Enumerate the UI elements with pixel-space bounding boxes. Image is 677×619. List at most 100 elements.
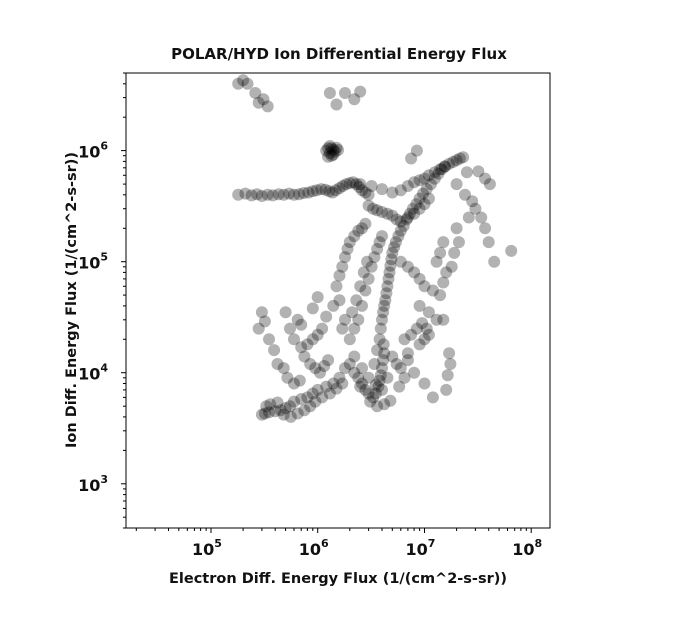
data-point [459,188,471,201]
data-point [316,391,329,404]
data-point [430,313,443,326]
data-point [252,322,265,335]
data-point [405,328,418,341]
data-point [362,272,375,285]
data-point [343,358,356,370]
data-point [479,222,492,235]
data-point [257,93,270,106]
data-point [453,152,466,165]
data-point [418,172,431,185]
data-point [398,333,411,346]
data-point [327,143,340,156]
data-point [417,187,429,200]
data-point [435,163,448,176]
data-point [398,371,411,384]
data-point [381,371,394,384]
data-point [376,313,388,326]
data-point [365,180,378,192]
data-point [315,183,328,196]
data-point [428,166,441,179]
data-point [362,387,375,400]
y-axis-ticks: 103 104 105 106 [78,72,126,529]
data-point [284,322,296,335]
data-point [420,322,433,335]
data-point [297,187,310,199]
data-point [413,338,426,351]
data-point [388,241,401,254]
data-point [339,313,351,326]
data-point [359,186,372,199]
data-point [422,328,435,341]
data-point [403,207,416,220]
data-point [245,189,258,202]
data-point [359,284,372,297]
data-point [450,154,463,167]
data-point [408,207,421,220]
data-point [437,236,450,249]
data-point [383,266,396,279]
data-point [281,371,294,384]
data-point [418,280,431,293]
data-point [237,74,250,87]
data-point [397,219,410,232]
data-point [304,400,317,413]
x-tick-label: 107 [405,537,435,559]
data-point [384,394,397,407]
data-point [356,222,368,235]
data-point [450,178,463,191]
data-point [362,188,375,201]
data-point [368,251,381,264]
data-point [291,313,304,326]
data-point [424,178,437,191]
data-point [310,184,323,197]
data-point [505,244,518,257]
data-point [347,176,360,189]
data-point [258,407,271,420]
data-point [472,165,485,178]
data-point [376,206,388,218]
data-point [386,350,399,363]
data-point [365,260,378,273]
data-point [386,186,399,199]
data-point [422,169,435,182]
data-point [376,362,388,375]
data-point [271,358,284,370]
data-point [304,358,317,370]
y-tick-label: 103 [78,473,108,495]
data-point [332,144,344,157]
data-point [434,163,447,176]
data-point [353,181,366,193]
data-point [352,224,365,237]
data-point [329,184,342,197]
data-point [390,213,403,226]
data-point [320,310,333,323]
data-point [343,333,356,346]
data-point [385,253,398,266]
y-tick-label: 106 [78,140,108,162]
data-point [277,188,290,201]
data-point [255,408,268,421]
data-point [408,176,421,189]
data-point [319,183,332,196]
data-point [350,178,363,191]
data-point [327,377,340,390]
data-point [272,188,285,201]
data-point [284,400,296,413]
data-point [426,284,439,297]
data-point [306,387,319,400]
data-point [369,378,382,391]
data-point [249,87,262,99]
data-point [323,147,336,160]
data-point [482,236,495,249]
data-point [327,299,340,312]
data-point [408,266,421,279]
data-point [440,266,453,279]
data-point [367,391,380,404]
data-point [420,183,433,196]
data-point [371,400,384,413]
data-point [311,328,324,341]
data-point [269,405,282,418]
data-point [376,383,388,396]
data-point [359,217,372,230]
data-point [295,393,308,405]
